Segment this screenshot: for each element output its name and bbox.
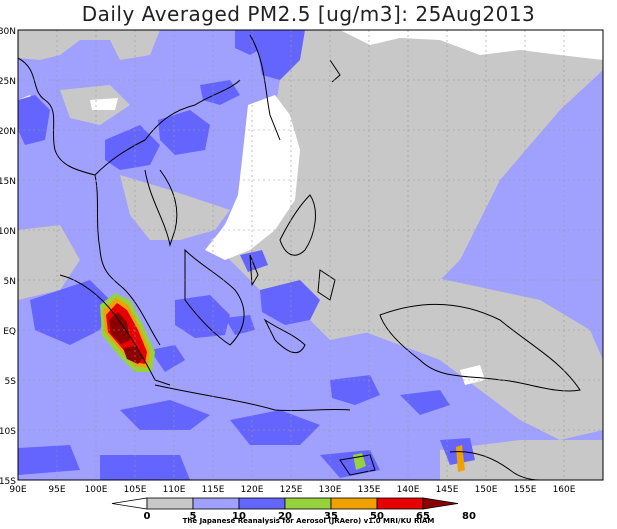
lat-label: 25N: [0, 77, 16, 87]
graticule: [18, 30, 603, 480]
lon-label: 120E: [241, 485, 264, 495]
band-80-plus: [109, 312, 143, 364]
lon-label: 95E: [48, 485, 65, 495]
lon-label: 105E: [124, 485, 147, 495]
lon-label: 90E: [9, 485, 26, 495]
lat-label: 15N: [0, 177, 16, 187]
lon-label: 125E: [280, 485, 303, 495]
colorbar-tick-label: 35: [324, 511, 338, 522]
band-5-10: [18, 30, 603, 480]
colorbar-tick-label: 0: [144, 511, 151, 522]
map-title: Daily Averaged PM2.5 [ug/m3]: 25Aug2013: [81, 2, 536, 26]
colorbar-segment: [238, 497, 286, 510]
lon-label: 150E: [475, 485, 498, 495]
lon-label: 160E: [553, 485, 576, 495]
colorbar-segment: [422, 497, 459, 510]
map-frame: [17, 29, 604, 481]
colorbar-segment: [284, 497, 332, 510]
pm25-field: [18, 30, 603, 480]
colorbar-segment: [146, 497, 194, 510]
lat-label: 15S: [0, 477, 16, 487]
colorbar-tick-label: 50: [370, 511, 384, 522]
lat-label: 10S: [0, 427, 16, 437]
lat-label: 20N: [0, 127, 16, 137]
colorbar-segment: [330, 497, 378, 510]
colorbar-segment: [111, 497, 148, 510]
lon-label: 140E: [397, 485, 420, 495]
colorbar-segment: [376, 497, 424, 510]
colorbar-tick-label: 20: [278, 511, 292, 522]
lat-label: 30N: [0, 27, 16, 37]
colorbar-tick-label: 65: [416, 511, 430, 522]
lat-label: 5S: [5, 377, 17, 387]
colorbar-tick-label: 5: [190, 511, 197, 522]
lon-label: 145E: [436, 485, 459, 495]
latitude-labels: 30N 25N 20N 15N 10N 5N EQ 5S 10S 15S: [0, 27, 16, 487]
lat-label: EQ: [3, 327, 16, 337]
lon-label: 110E: [163, 485, 186, 495]
lon-label: 155E: [514, 485, 537, 495]
colorbar-segment: [192, 497, 240, 510]
colorbar: 0 5 10 20 35 50 65 80: [111, 497, 476, 522]
lon-label: 130E: [319, 485, 342, 495]
lat-label: 10N: [0, 227, 16, 237]
lon-label: 115E: [202, 485, 225, 495]
band-20-35: [18, 30, 475, 480]
credit-text: The Japanese Reanalysis for Aerosol (JRA…: [182, 517, 435, 525]
lon-label: 100E: [85, 485, 108, 495]
longitude-labels: 90E 95E 100E 105E 110E 115E 120E 125E 130E 135E 14…: [9, 485, 575, 495]
colorbar-tick-label: 10: [232, 511, 246, 522]
lat-label: 5N: [4, 277, 16, 287]
lon-label: 135E: [358, 485, 381, 495]
colorbar-tick-label: 80: [462, 511, 476, 522]
